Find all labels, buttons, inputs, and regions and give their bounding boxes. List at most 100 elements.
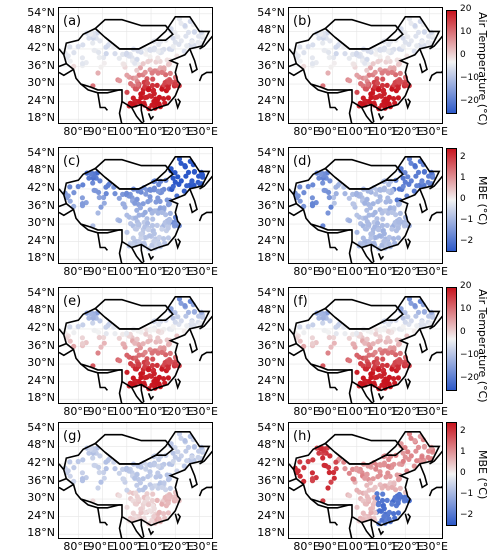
station-point <box>159 349 165 355</box>
station-point <box>389 366 395 372</box>
station-point <box>181 188 187 194</box>
coastline <box>59 328 65 336</box>
station-point <box>166 341 172 347</box>
colorbar-tick-label: −20 <box>460 373 479 384</box>
station-point <box>145 360 151 366</box>
station-point <box>121 341 127 347</box>
station-point <box>183 33 189 39</box>
coastline <box>370 104 375 123</box>
colorbar-title: MBE (°C) <box>476 450 489 500</box>
station-point <box>159 366 165 372</box>
station-point <box>411 48 417 54</box>
coastline <box>147 392 155 401</box>
station-point <box>397 70 403 76</box>
station-point <box>316 450 322 456</box>
station-point <box>67 184 73 190</box>
station-point <box>375 80 381 86</box>
station-point <box>402 81 408 87</box>
coastline <box>360 387 375 403</box>
station-point <box>151 506 157 512</box>
longitude-tick-label: 80°E <box>293 540 320 553</box>
station-point <box>142 95 148 101</box>
station-point <box>372 484 378 490</box>
latitude-tick-label: 36°N <box>27 58 55 72</box>
station-point <box>154 222 160 228</box>
station-point <box>394 472 400 478</box>
longitude-tick-label: 100°E <box>111 265 146 278</box>
station-point <box>148 327 154 333</box>
station-point <box>103 44 109 50</box>
coastline <box>59 348 74 357</box>
station-point <box>391 236 397 242</box>
station-point <box>368 235 374 241</box>
station-point <box>155 463 161 469</box>
station-point <box>297 198 303 204</box>
longitude-tick-label: 80°E <box>63 265 90 278</box>
latitude-tick-label: 24°N <box>257 233 285 247</box>
station-point <box>112 331 118 337</box>
colorbar-title: Air Temperature (°C) <box>476 289 489 403</box>
station-point <box>121 201 127 207</box>
station-point <box>331 340 337 346</box>
panel-letter: (f) <box>293 294 308 309</box>
station-point <box>394 197 400 203</box>
coastline <box>80 83 122 94</box>
station-point <box>419 319 425 325</box>
latitude-tick-label: 54°N <box>27 285 55 299</box>
station-point <box>331 200 337 206</box>
station-point <box>333 459 339 465</box>
station-point <box>165 365 171 371</box>
station-point <box>96 334 102 341</box>
station-point <box>161 345 167 351</box>
station-point <box>176 16 183 22</box>
station-point <box>175 449 181 455</box>
coastline <box>404 378 412 390</box>
coastline <box>428 70 442 82</box>
latitude-tick-label: 36°N <box>27 338 55 352</box>
station-point <box>80 457 86 463</box>
station-point <box>326 194 332 201</box>
station-point <box>333 466 339 472</box>
longitude-tick-label: 120°E <box>390 265 424 278</box>
station-point <box>112 51 118 57</box>
station-point <box>354 504 360 510</box>
station-point <box>75 43 81 50</box>
station-point <box>185 169 192 175</box>
station-point <box>159 69 165 75</box>
station-point <box>155 48 161 54</box>
station-point <box>380 491 386 497</box>
station-point <box>347 78 353 84</box>
station-point <box>383 339 389 345</box>
station-point <box>182 163 188 169</box>
station-point <box>379 362 386 369</box>
station-point <box>389 209 395 215</box>
station-point <box>145 87 151 93</box>
colorbar-tick-label: 20 <box>460 4 472 14</box>
station-point <box>366 487 372 493</box>
station-point <box>381 231 387 237</box>
station-point <box>354 352 360 358</box>
station-point <box>116 470 122 476</box>
station-point <box>71 465 77 471</box>
station-point <box>372 349 378 355</box>
station-point <box>331 60 337 66</box>
coastline <box>59 483 74 492</box>
station-point <box>153 199 159 205</box>
station-point <box>138 91 144 97</box>
mongolia-border <box>324 18 404 50</box>
station-point <box>375 502 381 508</box>
station-point <box>402 30 408 36</box>
station-point <box>389 501 395 507</box>
station-point <box>377 334 383 340</box>
station-point <box>354 369 360 375</box>
station-point <box>373 51 379 57</box>
station-point <box>402 170 408 176</box>
longitude-tick-label: 90°E <box>317 405 345 418</box>
station-point <box>395 375 401 381</box>
longitude-tick-label: 100°E <box>111 405 146 418</box>
station-point <box>301 50 307 56</box>
station-point <box>71 50 77 56</box>
station-point <box>381 371 387 377</box>
coastline <box>199 35 212 50</box>
station-point <box>90 40 96 46</box>
